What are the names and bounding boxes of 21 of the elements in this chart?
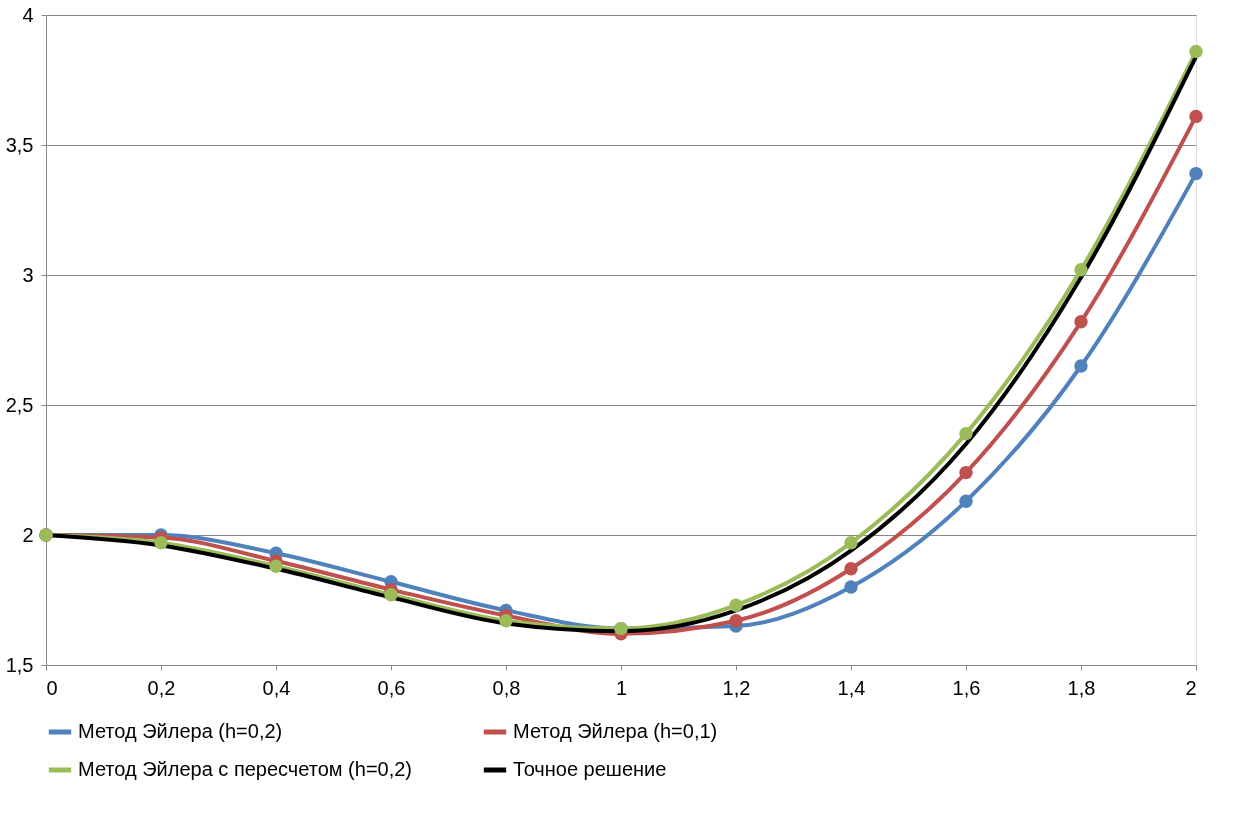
- legend-label: Точное решение: [513, 758, 667, 780]
- x-tick-label: 0,6: [377, 676, 406, 699]
- x-tick-label: 1,4: [837, 676, 866, 699]
- x-tick-label: 1,2: [722, 676, 751, 699]
- x-tick-label: 2: [1185, 676, 1197, 699]
- y-tick-label: 2,5: [5, 393, 34, 416]
- y-tick-label: 4: [22, 3, 34, 26]
- y-tick-label: 3,5: [5, 133, 34, 156]
- x-tick-label: 0,4: [262, 676, 291, 699]
- x-tick-label: 1: [615, 676, 628, 699]
- y-tick-label: 2: [22, 523, 34, 546]
- x-tick-label: 0,8: [492, 676, 521, 699]
- legend-label: Метод Эйлера с пересчетом (h=0,2): [78, 758, 413, 780]
- x-tick-label: 1,8: [1067, 676, 1096, 699]
- legend-label: Метод Эйлера (h=0,2): [78, 720, 283, 742]
- y-tick-label: 1,5: [5, 653, 34, 676]
- x-tick-label: 1,6: [952, 676, 981, 699]
- legend-label: Метод Эйлера (h=0,1): [513, 720, 718, 742]
- x-tick-label: 0,2: [147, 676, 176, 699]
- x-tick-label: 0: [46, 676, 58, 699]
- y-tick-label: 3: [22, 263, 34, 286]
